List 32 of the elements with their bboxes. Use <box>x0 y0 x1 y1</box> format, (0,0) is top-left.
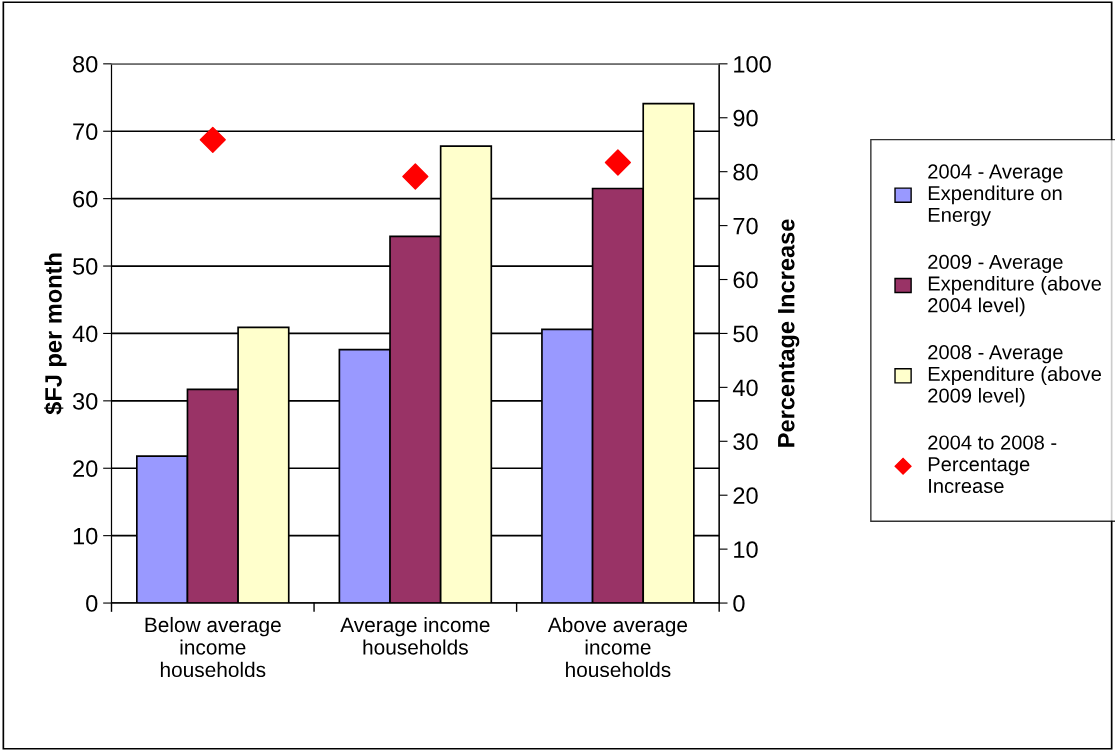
y-tick-label: 10 <box>73 527 98 545</box>
y-tick-label: 70 <box>73 123 98 141</box>
point <box>604 149 632 176</box>
y2-tick-label: 10 <box>734 541 758 558</box>
x-tick-label: Above average income households <box>547 616 688 678</box>
y-tick-label: 0 <box>86 595 98 612</box>
y-tick-label: 50 <box>72 258 98 275</box>
y-tick-label: 80 <box>73 55 98 73</box>
y2-tick-label: 90 <box>733 109 758 127</box>
y2-axis-title: Percentage Increase <box>778 219 800 447</box>
x-tick-label: Average income households <box>340 616 490 655</box>
legend-label: 2004 to 2008 - Percentage Increase <box>928 435 1057 494</box>
y2-tick-label: 0 <box>733 595 745 612</box>
legend-label: 2009 - Average Expenditure (above 2004 level) <box>928 254 1101 317</box>
y2-tick-label: 30 <box>733 433 758 451</box>
y-tick-label: 30 <box>72 392 98 410</box>
y2-tick-label: 50 <box>733 325 758 343</box>
y-tick-label: 40 <box>72 325 98 343</box>
y2-tick-label: 80 <box>733 163 758 181</box>
y-tick-label: 20 <box>73 460 98 478</box>
y-tick-label: 60 <box>73 190 98 208</box>
legend-label: 2004 - Average Expenditure on Energy <box>928 164 1063 226</box>
y2-tick-label: 100 <box>734 55 771 73</box>
x-tick-label: Below average income households <box>145 616 281 678</box>
y2-tick-label: 70 <box>733 217 758 235</box>
y-axis-title: $FJ per month <box>44 253 67 415</box>
y2-tick-label: 60 <box>733 271 758 289</box>
legend-label: 2008 - Average Expenditure (above 2009 level) <box>928 345 1101 407</box>
point <box>199 126 226 153</box>
y2-tick-label: 20 <box>733 487 758 504</box>
y2-tick-label: 40 <box>732 379 758 397</box>
point <box>402 163 429 190</box>
